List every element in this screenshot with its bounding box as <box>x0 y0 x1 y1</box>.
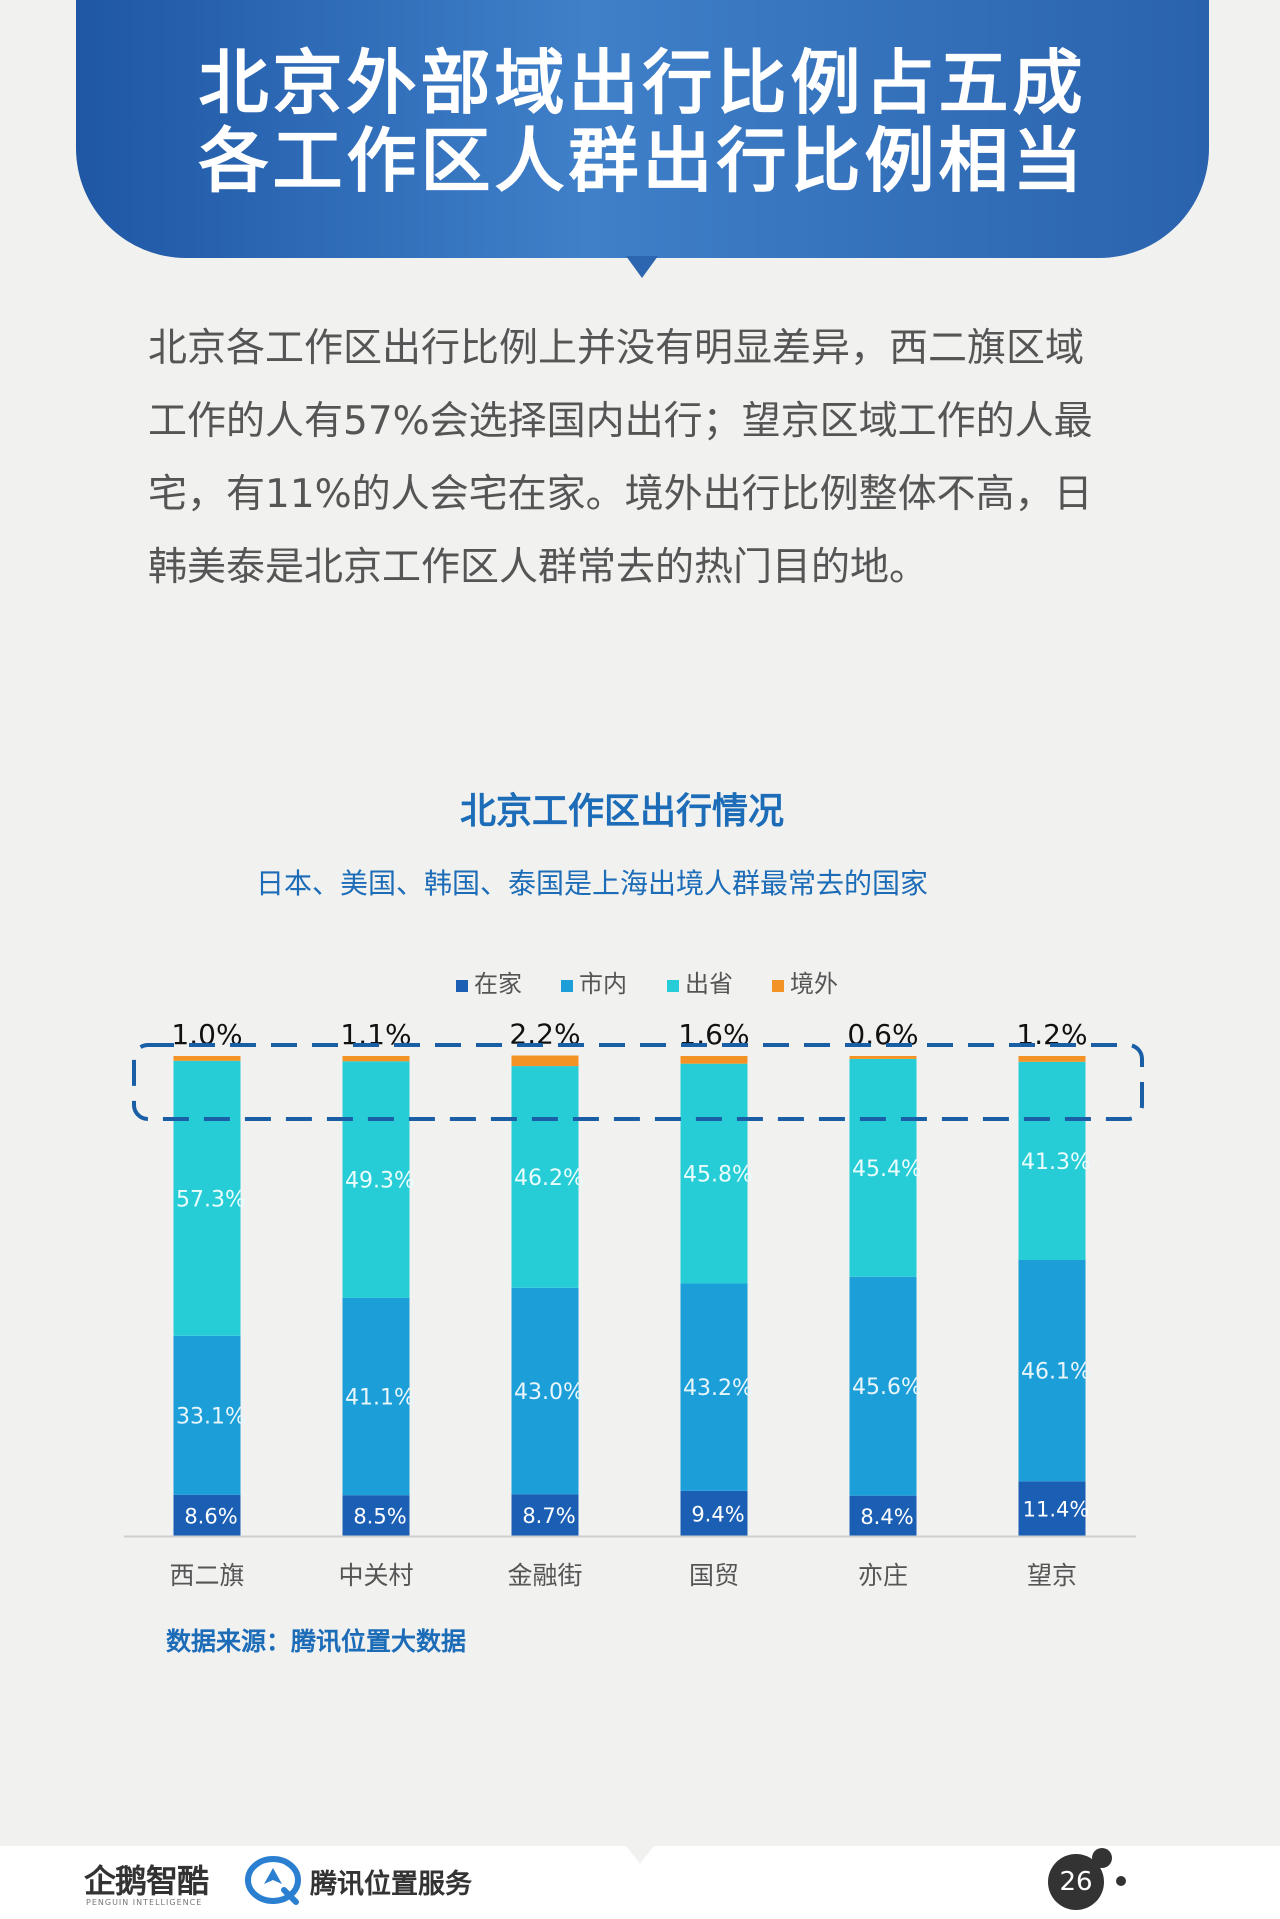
bar-segment-1-3 <box>173 1060 241 1336</box>
bar-segment-5-1 <box>849 1495 917 1536</box>
bar-segment-4-3 <box>680 1063 748 1284</box>
chart-title: 北京工作区出行情况 <box>459 791 784 832</box>
legend-label-4: 境外 <box>790 970 838 998</box>
bar-segment-3-1 <box>511 1494 579 1536</box>
data-label-4-3: 45.8% <box>683 1163 753 1188</box>
bar-segment-2-2 <box>342 1297 410 1496</box>
bar-segment-4-2 <box>680 1283 748 1491</box>
bar-segment-6-3 <box>1018 1061 1086 1260</box>
penguin-intelligence-logo-subtext: PENGUIN INTELLIGENCE <box>86 1898 203 1907</box>
legend-label-1: 在家 <box>474 970 522 998</box>
intro-paragraph: 北京各工作区出行比例上并没有明显差异，西二旗区域工作的人有57%会选择国内出行；… <box>148 326 1093 590</box>
category-label-3: 金融街 <box>507 1561 582 1590</box>
page-title: 北京外部域出行比例占五成 各工作区人群出行比例相当 <box>76 44 1209 200</box>
data-label-1-2: 33.1% <box>176 1404 246 1429</box>
tencent-location-logo: 腾讯位置服务 <box>310 1869 472 1900</box>
bar-segment-2-4 <box>342 1056 410 1062</box>
bar-segment-3-3 <box>511 1066 579 1288</box>
highlight-dashed-box <box>132 1043 1144 1121</box>
tencent-location-icon <box>245 1856 301 1905</box>
data-label-5-2: 45.6% <box>852 1375 922 1400</box>
data-label-1-3: 57.3% <box>176 1187 246 1212</box>
data-label-4-1: 9.4% <box>691 1502 744 1526</box>
chart-subtitle: 日本、美国、韩国、泰国是上海出境人群最常去的国家 <box>255 867 928 900</box>
bar-segment-1-2 <box>173 1335 241 1495</box>
bar-segment-5-3 <box>849 1058 917 1277</box>
legend-swatch-3 <box>667 980 679 992</box>
banner-pointer <box>626 256 658 278</box>
data-source-note: 数据来源：腾讯位置大数据 <box>166 1627 467 1656</box>
bar-segment-1-1 <box>173 1494 241 1536</box>
bar-segment-5-2 <box>849 1276 917 1496</box>
bar-segment-3-2 <box>511 1287 579 1495</box>
category-label-1: 西二旗 <box>169 1561 244 1590</box>
bar-segment-3-4 <box>511 1055 579 1067</box>
data-label-3-1: 8.7% <box>522 1504 575 1528</box>
title-banner <box>76 0 1209 258</box>
legend-label-2: 市内 <box>579 970 627 998</box>
bar-segment-1-4 <box>173 1056 241 1061</box>
bar-segment-6-4 <box>1018 1056 1086 1062</box>
decorative-dot-small <box>1116 1876 1126 1886</box>
stacked-bar-chart: 在家 市内 出省 境外8.6%33.1%57.3%1.0%西二旗8.5%41.1%49… <box>124 970 1144 1590</box>
category-label-2: 中关村 <box>338 1561 413 1590</box>
bar-segment-4-4 <box>680 1056 748 1064</box>
bar-segment-2-3 <box>342 1061 410 1298</box>
data-label-2-1: 8.5% <box>353 1505 406 1529</box>
bar-segment-4-1 <box>680 1490 748 1536</box>
legend-swatch-4 <box>772 980 784 992</box>
category-label-4: 国贸 <box>689 1561 739 1590</box>
page-title-line-2: 各工作区人群出行比例相当 <box>198 120 1087 202</box>
data-label-6-3: 41.3% <box>1021 1150 1091 1175</box>
data-label-6-1: 11.4% <box>1023 1498 1090 1522</box>
legend-swatch-2 <box>561 980 573 992</box>
legend-swatch-1 <box>456 980 468 992</box>
bar-segment-6-1 <box>1018 1481 1086 1536</box>
data-label-6-2: 46.1% <box>1021 1360 1091 1385</box>
footer-notch <box>626 1846 654 1864</box>
data-label-4-2: 43.2% <box>683 1376 753 1401</box>
penguin-intelligence-logo: 企鹅智酷 <box>84 1862 209 1900</box>
decorative-dot <box>1092 1848 1112 1868</box>
data-label-3-3: 46.2% <box>514 1166 584 1191</box>
category-label-5: 亦庄 <box>858 1561 908 1590</box>
data-label-2-3: 49.3% <box>345 1169 415 1194</box>
data-label-3-2: 43.0% <box>514 1380 584 1405</box>
bar-segment-5-4 <box>849 1056 917 1059</box>
data-label-2-2: 41.1% <box>345 1386 415 1411</box>
legend-label-3: 出省 <box>685 970 733 998</box>
page-title-line-1: 北京外部域出行比例占五成 <box>198 42 1087 124</box>
bar-segment-6-2 <box>1018 1260 1086 1482</box>
data-label-5-3: 45.4% <box>852 1157 922 1182</box>
data-label-1-1: 8.6% <box>184 1504 237 1528</box>
data-label-5-1: 8.4% <box>860 1505 913 1529</box>
bar-segment-2-1 <box>342 1495 410 1536</box>
category-label-6: 望京 <box>1027 1561 1077 1590</box>
